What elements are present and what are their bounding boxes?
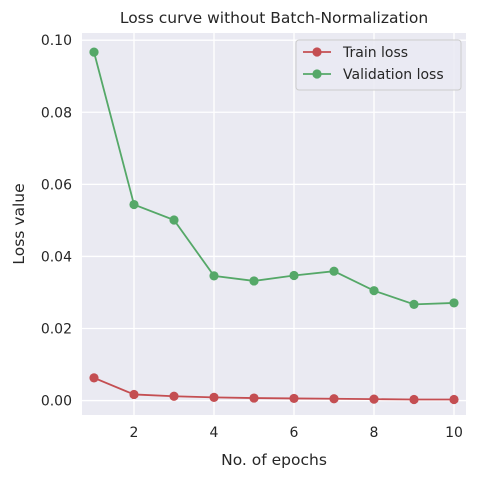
y-tick-label: 0.10 [41, 33, 72, 49]
legend-box [295, 39, 462, 91]
data-point [169, 215, 179, 225]
data-point [449, 298, 459, 308]
x-tick-label: 6 [290, 425, 299, 441]
x-tick-label: 2 [130, 425, 139, 441]
y-tick-label: 0.04 [41, 249, 72, 265]
y-tick-label: 0.00 [41, 394, 72, 410]
data-point [89, 47, 99, 57]
data-point [449, 394, 459, 405]
plot-background [82, 33, 466, 415]
y-tick-label: 0.06 [41, 177, 72, 193]
x-tick-label: 8 [370, 425, 379, 441]
data-point [249, 276, 259, 286]
legend-item: Train loss [303, 45, 408, 61]
series-line [93, 51, 455, 306]
x-axis-label: No. of epochs [221, 451, 327, 469]
series-layer [89, 47, 459, 405]
data-point [209, 392, 219, 402]
data-point [369, 286, 379, 296]
x-tick-label: 10 [445, 425, 463, 441]
data-point [409, 299, 419, 309]
legend-marker [312, 69, 322, 79]
x-tick-label: 4 [210, 425, 219, 441]
data-point [249, 393, 259, 403]
legend-marker [312, 47, 322, 57]
y-tick-label: 0.08 [41, 105, 72, 121]
legend-label: Validation loss [343, 67, 444, 83]
y-axis-ticks: 0.00 0.02 0.04 0.06 0.08 0.10 [41, 33, 72, 409]
data-point [409, 394, 419, 405]
data-point [209, 271, 219, 281]
y-axis-label: Loss value [10, 183, 28, 264]
legend-item: Validation loss [303, 67, 444, 83]
data-point [89, 373, 99, 383]
data-point [369, 394, 379, 404]
data-point [289, 270, 299, 281]
chart-title: Loss curve without Batch-Normalization [120, 9, 428, 27]
data-point [129, 199, 139, 210]
series-1 [89, 47, 459, 309]
data-point [129, 389, 139, 400]
series-line [93, 377, 454, 401]
data-point [169, 391, 179, 401]
y-tick-label: 0.02 [41, 322, 72, 338]
legend-items: Train loss Validation loss [303, 45, 444, 83]
data-point [329, 394, 339, 404]
legend-label: Train loss [342, 45, 408, 61]
legend: Train loss Validation loss [295, 39, 462, 91]
data-point [329, 266, 339, 276]
x-axis-ticks: 2 4 6 8 10 [130, 425, 463, 441]
series-0 [89, 373, 459, 405]
data-point [289, 393, 299, 404]
